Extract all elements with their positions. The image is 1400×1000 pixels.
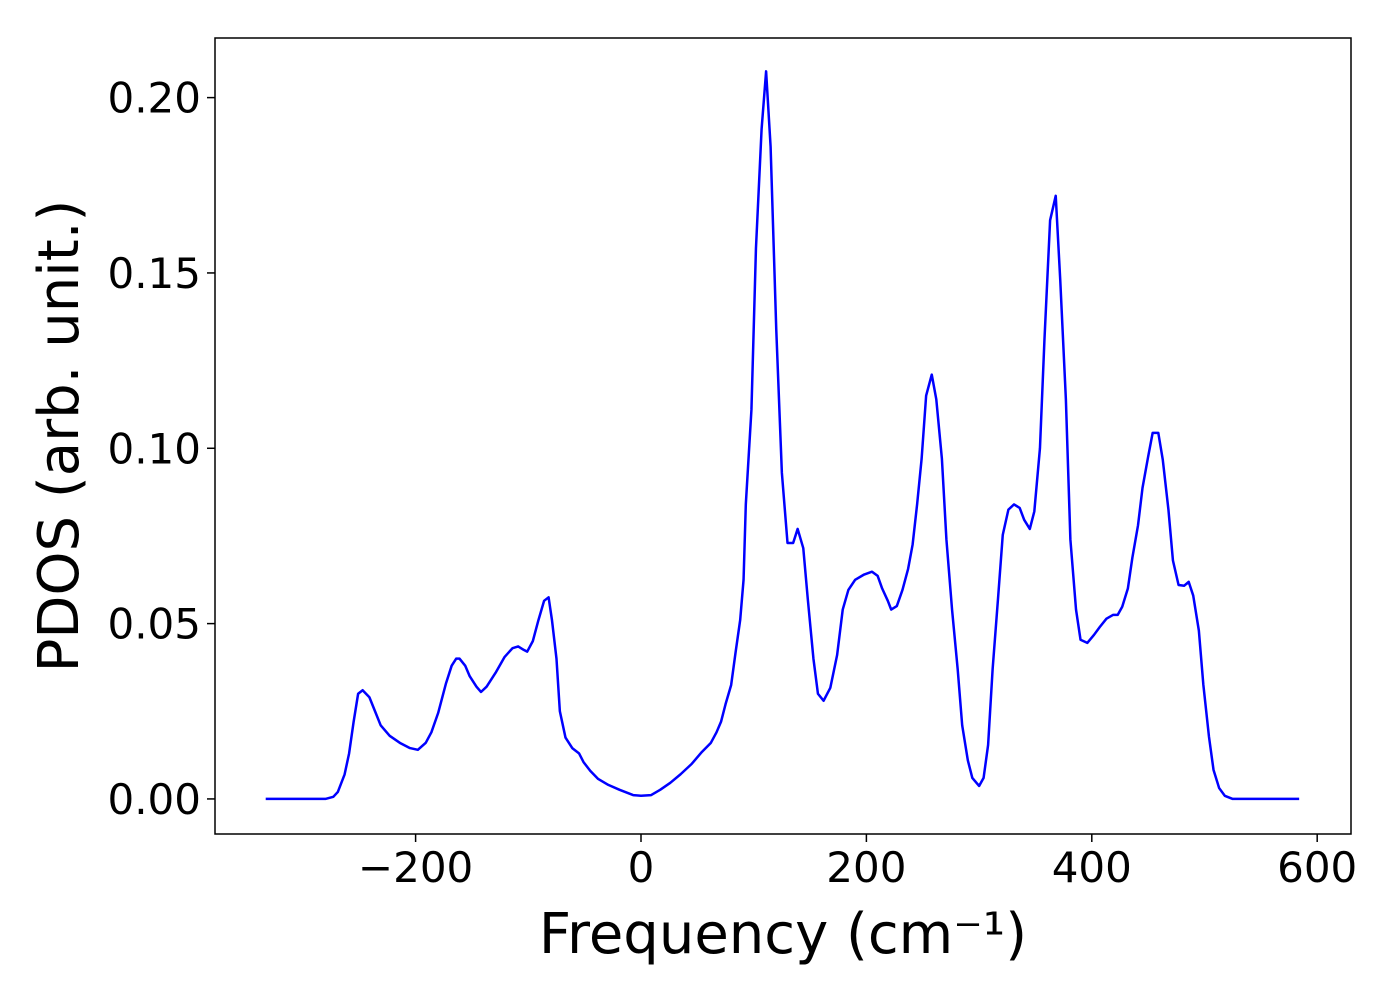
data-line [265, 70, 1300, 801]
y-tick-label: 0.20 [107, 74, 201, 123]
y-tick-label: 0.05 [107, 600, 201, 649]
x-axis-label: Frequency (cm⁻¹) [539, 902, 1027, 967]
x-tick-label: 400 [1052, 843, 1132, 892]
y-tick-label: 0.00 [107, 775, 201, 824]
x-tick-label: −200 [358, 843, 473, 892]
y-tick-label: 0.15 [107, 249, 201, 298]
plot-frame [214, 37, 1352, 835]
x-tick-label: 600 [1277, 843, 1357, 892]
x-tick-label: 0 [628, 843, 655, 892]
x-tick-label: 200 [826, 843, 906, 892]
y-axis-label: PDOS (arb. unit.) [27, 200, 92, 673]
y-tick-label: 0.10 [107, 424, 201, 473]
